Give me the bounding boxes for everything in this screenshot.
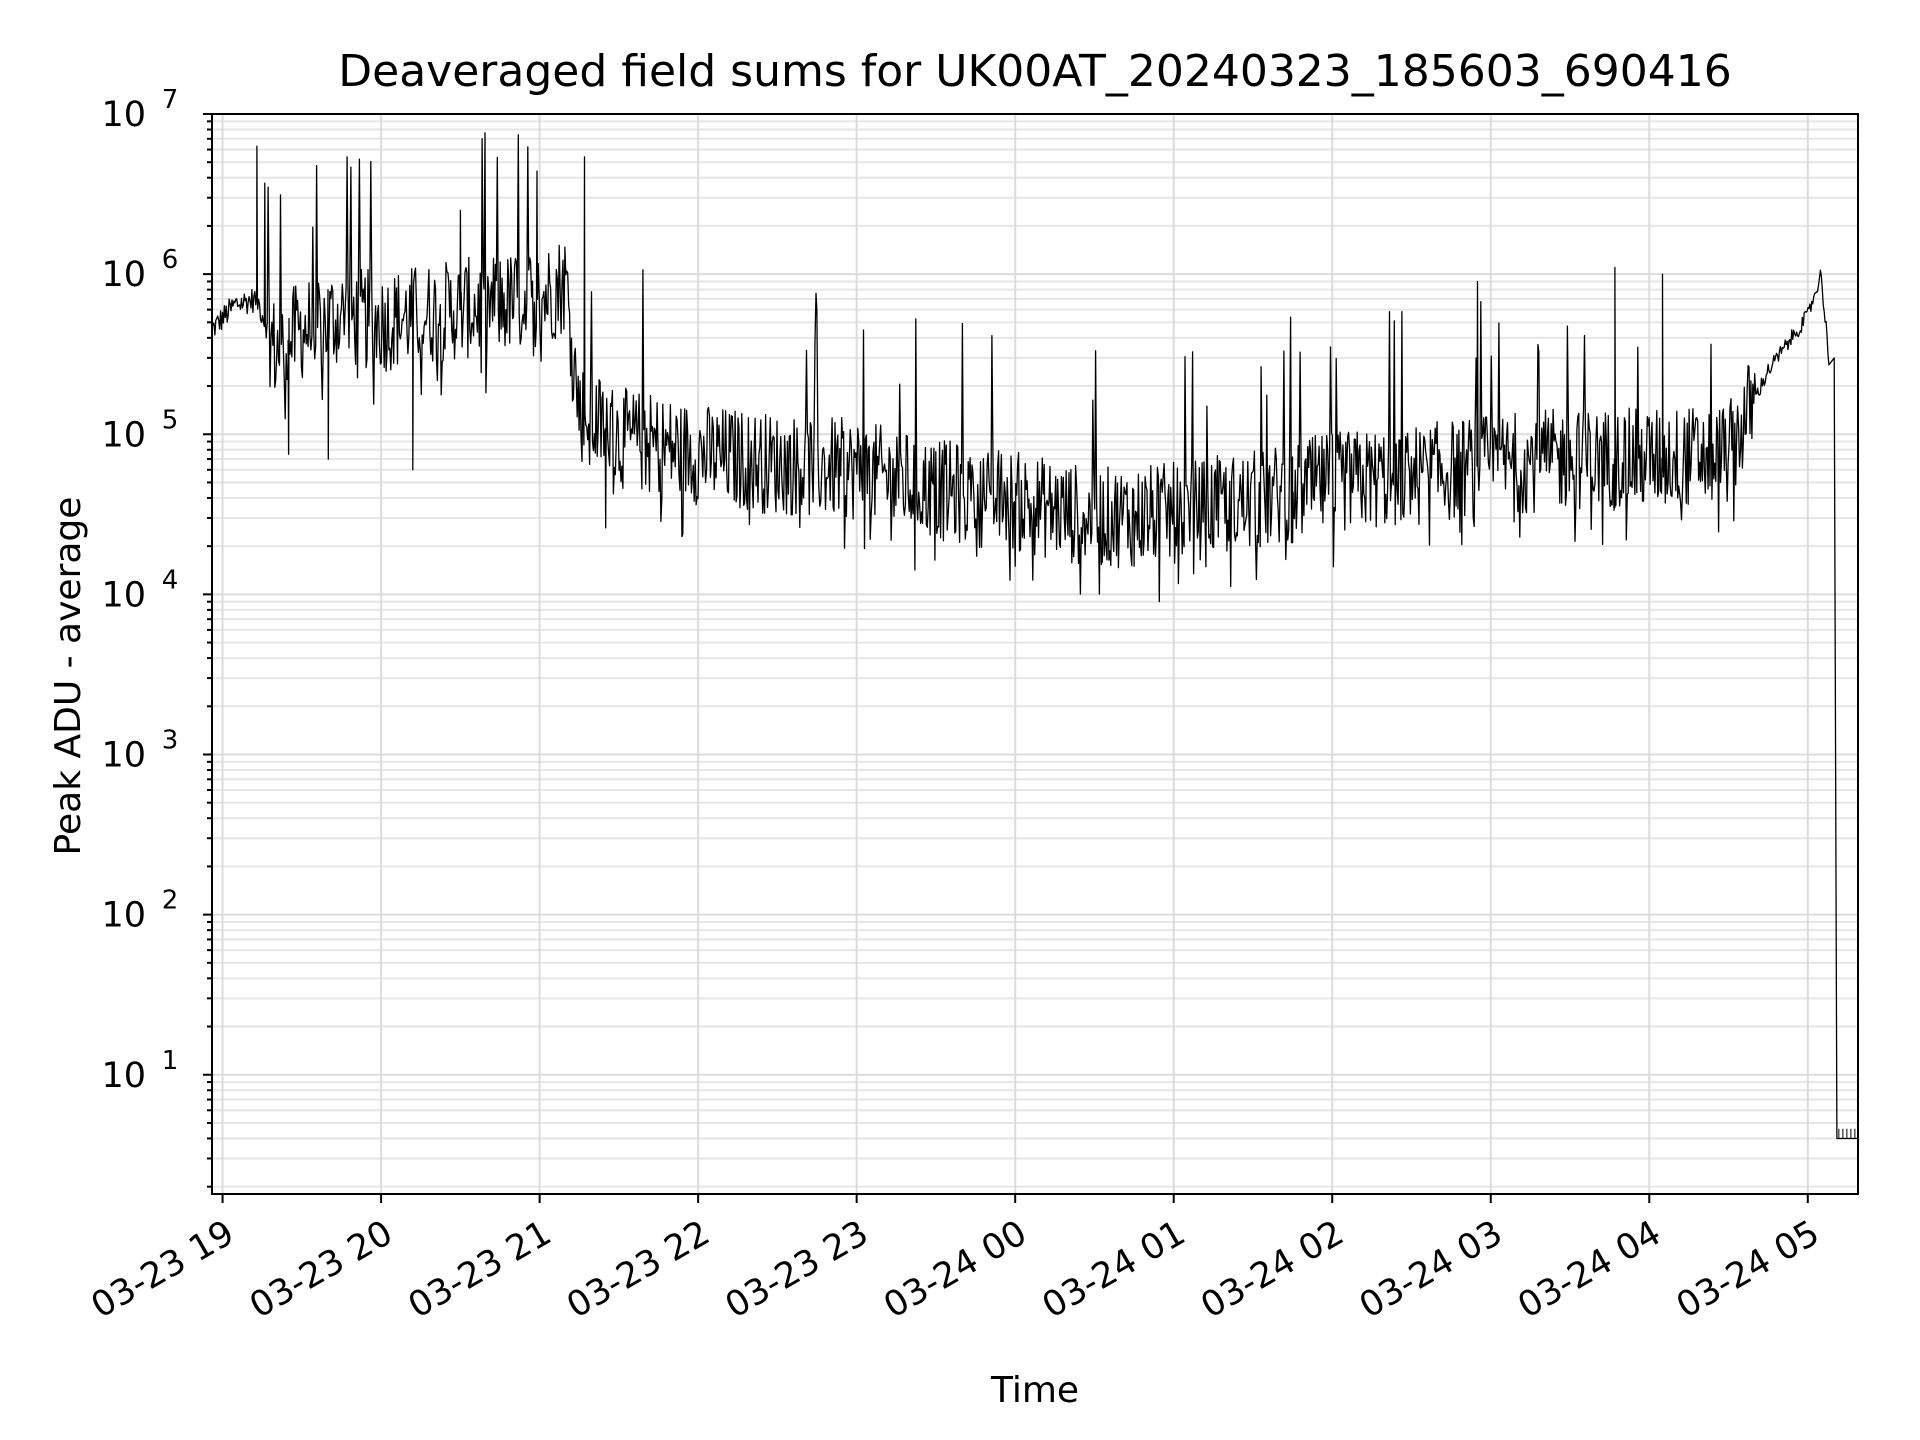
x-tick-label: 03-24 05: [1670, 1213, 1826, 1326]
y-tick-label: 10: [101, 255, 146, 295]
axes-frame: [211, 113, 1859, 1195]
y-tick-label: 10: [101, 736, 146, 776]
y-axis-label: Peak ADU - average: [48, 497, 89, 856]
series-line: [211, 132, 1858, 1140]
x-axis: 03-23 19 03-23 20 03-23 21 03-23 22 03-23 23…: [85, 1194, 1826, 1326]
y-tick-exponent: 1: [162, 1046, 179, 1076]
y-axis: 10 1 10 2 10 3 10 4 10 5 10 6 10 7: [101, 85, 212, 1096]
chart-title: Deaveraged field sums for UK00AT_2024032…: [338, 46, 1731, 97]
x-tick-label: 03-23 19: [85, 1213, 241, 1326]
y-tick-exponent: 2: [162, 886, 179, 916]
y-tick-label: 10: [101, 95, 146, 135]
x-tick-label: 03-23 22: [560, 1213, 716, 1326]
x-tick-label: 03-23 23: [719, 1213, 875, 1326]
x-tick-label: 03-24 01: [1036, 1213, 1192, 1326]
plot-area: [211, 132, 1858, 1140]
y-tick-label: 10: [101, 415, 146, 455]
y-tick-label: 10: [101, 896, 146, 936]
x-tick-label: 03-24 02: [1194, 1213, 1350, 1326]
y-tick-exponent: 3: [162, 726, 179, 756]
y-tick-exponent: 6: [162, 245, 179, 275]
x-tick-label: 03-24 04: [1511, 1213, 1667, 1326]
x-tick-label: 03-23 20: [243, 1213, 399, 1326]
y-tick-exponent: 7: [162, 85, 179, 115]
y-tick-exponent: 4: [162, 565, 179, 595]
x-tick-label: 03-23 21: [402, 1213, 558, 1326]
minor-gridlines: [207, 120, 1858, 1188]
x-axis-label: Time: [990, 1370, 1079, 1411]
x-tick-label: 03-24 00: [877, 1213, 1033, 1326]
y-tick-label: 10: [101, 575, 146, 615]
y-tick-exponent: 5: [162, 405, 179, 435]
y-tick-label: 10: [101, 1056, 146, 1096]
major-gridlines: [212, 113, 1858, 1194]
x-tick-label: 03-24 03: [1353, 1213, 1509, 1326]
